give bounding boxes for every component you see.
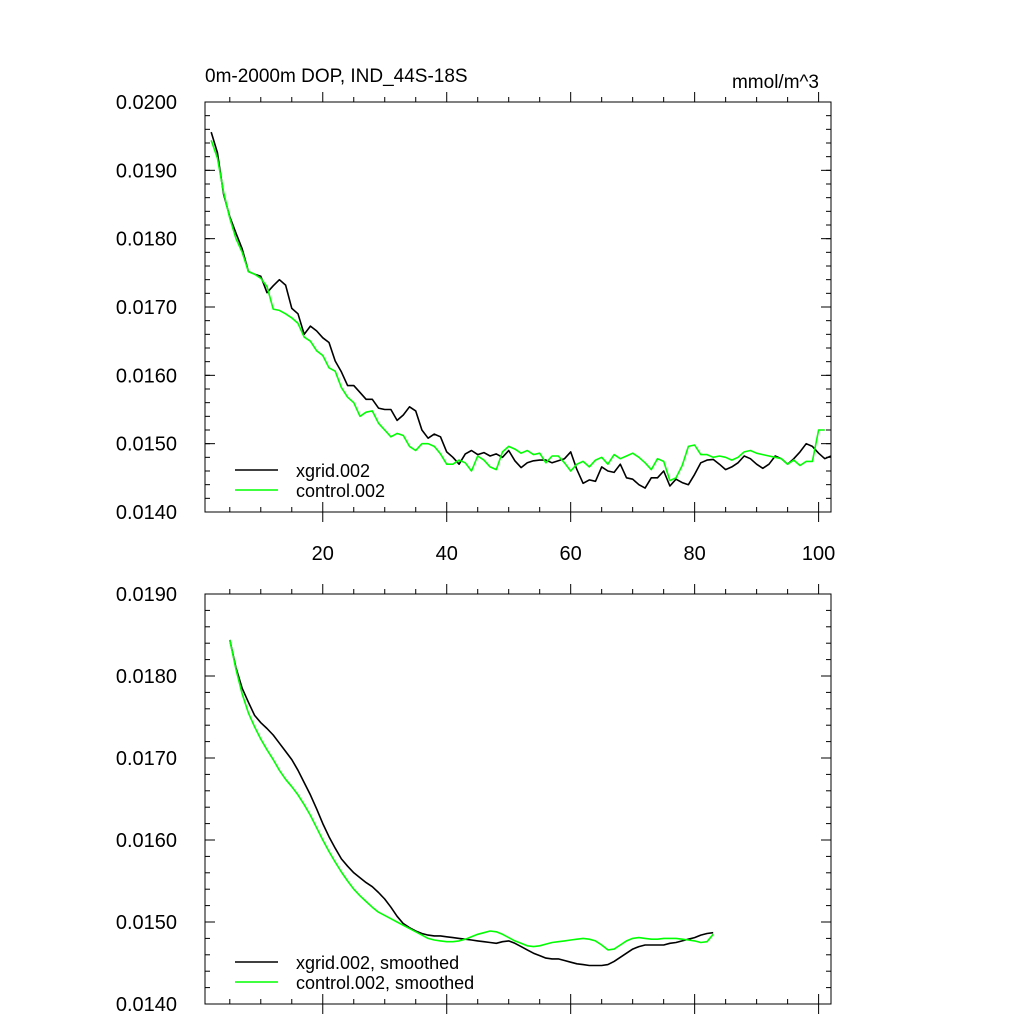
plot-frame bbox=[204, 593, 832, 1005]
legend-label-0: xgrid.002, smoothed bbox=[296, 953, 459, 973]
y-tick-label: 0.0170 bbox=[116, 748, 177, 770]
y-tick-label: 0.0150 bbox=[116, 434, 177, 456]
series-line-0 bbox=[229, 639, 714, 967]
top-panel: 0.0140 0.0150 0.0160 0.0170 0.0180 0.0190 0.02… bbox=[116, 66, 835, 565]
x-tick-label: 100 bbox=[802, 543, 835, 565]
x-tick-label: 80 bbox=[684, 543, 706, 565]
y-tick-label: 0.0160 bbox=[116, 365, 177, 387]
chart-title: 0m-2000m DOP, IND_44S-18S bbox=[205, 66, 468, 87]
x-tick-label: 60 bbox=[560, 543, 582, 565]
legend-label-0: xgrid.002 bbox=[296, 461, 370, 481]
y-tick-label: 0.0140 bbox=[116, 994, 177, 1016]
series-line-1 bbox=[210, 140, 825, 482]
y-tick-label: 0.0170 bbox=[116, 297, 177, 319]
y-tick-label: 0.0150 bbox=[116, 912, 177, 934]
series-line-1 bbox=[229, 639, 714, 951]
y-tick-label: 0.0200 bbox=[116, 92, 177, 114]
legend-label-1: control.002 bbox=[296, 481, 385, 501]
y-tick-label: 0.0190 bbox=[116, 584, 177, 606]
legend-label-1: control.002, smoothed bbox=[296, 973, 474, 993]
x-tick-label: 20 bbox=[312, 543, 334, 565]
bottom-panel: 0.0140 0.0150 0.0160 0.0170 0.0180 0.0190 xgri… bbox=[116, 584, 832, 1016]
y-tick-label: 0.0180 bbox=[116, 229, 177, 251]
y-tick-label: 0.0140 bbox=[116, 502, 177, 524]
series-line-0 bbox=[210, 131, 832, 489]
units-label: mmol/m^3 bbox=[732, 72, 819, 93]
y-tick-label: 0.0160 bbox=[116, 830, 177, 852]
y-tick-label: 0.0180 bbox=[116, 666, 177, 688]
y-tick-label: 0.0190 bbox=[116, 160, 177, 182]
x-tick-label: 40 bbox=[436, 543, 458, 565]
